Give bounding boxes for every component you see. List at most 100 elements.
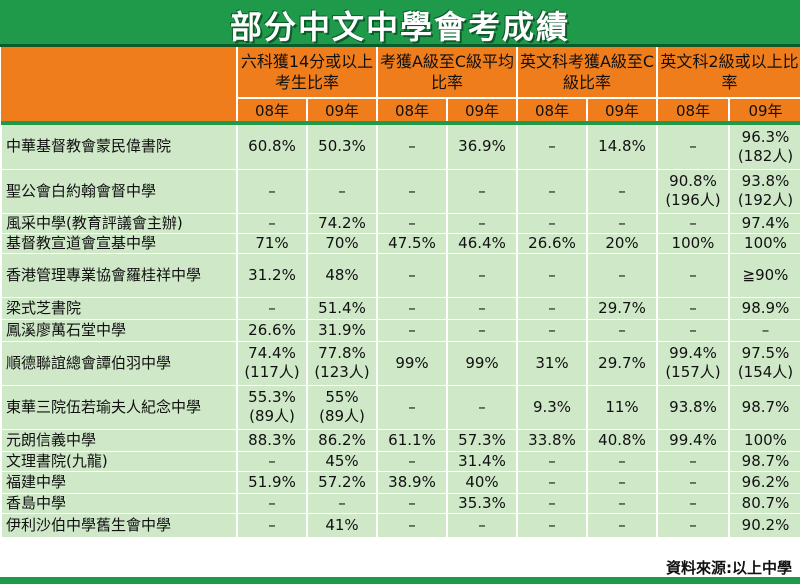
table-cell: – (516, 213, 587, 234)
table-cell: 99.4% (656, 429, 729, 452)
table-cell: – (446, 385, 517, 430)
table-cell: – (516, 297, 587, 320)
table-cell: – (728, 319, 800, 342)
table-cell: 90.8% (196人) (656, 169, 729, 214)
table-cell: – (656, 513, 729, 538)
header-divider (1, 121, 800, 125)
table-cell: 57.3% (446, 429, 517, 452)
table-cell: – (236, 169, 307, 214)
table-cell: – (236, 451, 307, 472)
table-cell: 80.7% (728, 493, 800, 514)
table-cell: 36.9% (446, 125, 517, 170)
table-cell: 100% (728, 233, 800, 254)
table-cell: 20% (586, 233, 657, 254)
table-cell: – (586, 493, 657, 514)
table-cell: – (236, 297, 307, 320)
results-table: 六科獲14分或以上考生比率 考獲A級至C級平均比率 英文科考獲A級至C級比率 英… (0, 47, 800, 538)
table-cell: – (446, 213, 517, 234)
table-row: 中華基督教會蒙民偉書院 60.8% 50.3% –36.9% –14.8% –96.3% … (0, 125, 800, 170)
table-cell: – (586, 513, 657, 538)
footer-bar (0, 577, 800, 584)
table-cell: – (376, 513, 447, 538)
table-cell: – (586, 319, 657, 342)
table-cell: – (376, 213, 447, 234)
table-cell: 31.4% (446, 451, 517, 472)
header-col2: 考獲A級至C級平均比率 (376, 47, 517, 98)
table-row: 鳳溪廖萬石堂中學 26.6% 31.9% – – – – – – (0, 319, 800, 342)
table-cell: 77.8% (123人) (306, 341, 377, 386)
table-cell: – (376, 385, 447, 430)
school-name: 東華三院伍若瑜夫人紀念中學 (0, 385, 237, 430)
table-cell: – (586, 451, 657, 472)
table-cell: 46.4% (446, 233, 517, 254)
table-cell: 26.6% (516, 233, 587, 254)
table-cell: – (446, 319, 517, 342)
header-col3: 英文科考獲A級至C級比率 (516, 47, 657, 98)
table-cell: 45% (306, 451, 377, 472)
table-cell: 31.2% (236, 253, 307, 298)
table-cell: – (376, 125, 447, 170)
table-cell: 55.3% (89人) (236, 385, 307, 430)
table-row: 福建中學 51.9% 57.2% 38.9% 40% – – –96.2% (0, 471, 800, 494)
table-cell: 29.7% (586, 297, 657, 320)
table-cell: 93.8% (192人) (728, 169, 800, 214)
header-col1: 六科獲14分或以上考生比率 (236, 47, 377, 98)
results-table-wrapper: 六科獲14分或以上考生比率 考獲A級至C級平均比率 英文科考獲A級至C級比率 英… (0, 47, 800, 557)
table-cell: 26.6% (236, 319, 307, 342)
table-cell: 86.2% (306, 429, 377, 452)
table-cell: – (656, 493, 729, 514)
table-cell: 31% (516, 341, 587, 386)
table-cell: 99% (446, 341, 517, 386)
table-cell: – (376, 493, 447, 514)
year-label: 08年 (516, 97, 587, 121)
table-row: 梁式芝書院 –51.4% – – –29.7% –98.9% (0, 297, 800, 320)
table-row: 順德聯誼總會譚伯羽中學 74.4% (117人) 77.8% (123人) 99% 99… (0, 341, 800, 386)
year-label: 09年 (446, 97, 517, 121)
table-cell: 96.2% (728, 471, 800, 494)
table-cell: – (586, 253, 657, 298)
table-body: 中華基督教會蒙民偉書院 60.8% 50.3% –36.9% –14.8% –96.3% … (0, 125, 800, 538)
school-name: 順德聯誼總會譚伯羽中學 (0, 341, 237, 386)
table-cell: 97.5% (154人) (728, 341, 800, 386)
table-cell: 11% (586, 385, 657, 430)
year-label: 09年 (728, 97, 800, 121)
table-cell: 98.7% (728, 385, 800, 430)
table-cell: – (586, 471, 657, 494)
table-cell: 47.5% (376, 233, 447, 254)
school-name: 風采中學(教育評議會主辦) (0, 213, 237, 234)
table-cell: 71% (236, 233, 307, 254)
table-cell: 57.2% (306, 471, 377, 494)
school-name: 元朗信義中學 (0, 429, 237, 452)
table-cell: – (446, 253, 517, 298)
school-name: 梁式芝書院 (0, 297, 237, 320)
table-cell: – (656, 297, 729, 320)
year-label: 09年 (306, 97, 377, 121)
page-title: 部分中文中學會考成績 (229, 8, 570, 46)
title-underline (0, 44, 800, 47)
table-cell: 100% (656, 233, 729, 254)
table-cell: 93.8% (656, 385, 729, 430)
table-cell: – (656, 125, 729, 170)
table-cell: – (586, 213, 657, 234)
table-cell: – (306, 169, 377, 214)
table-cell: 29.7% (586, 341, 657, 386)
table-row: 伊利沙伯中學舊生會中學 –41% – – – – –90.2% (0, 513, 800, 538)
table-cell: 31.9% (306, 319, 377, 342)
year-label: 09年 (586, 97, 657, 121)
header-row: 六科獲14分或以上考生比率 考獲A級至C級平均比率 英文科考獲A級至C級比率 英… (1, 47, 800, 121)
table-row: 香島中學 – – –35.3% – – –80.7% (0, 493, 800, 514)
table-cell: – (516, 471, 587, 494)
table-cell: 51.9% (236, 471, 307, 494)
table-row: 聖公會白約翰會督中學 – – – – – –90.8% (196人) 93.8% (192人) (0, 169, 800, 214)
table-cell: 74.4% (117人) (236, 341, 307, 386)
table-cell: 74.2% (306, 213, 377, 234)
year-row: 08年 09年 08年 09年 08年 09年 08年 09年 (1, 97, 800, 121)
table-cell: 40.8% (586, 429, 657, 452)
table-cell: – (656, 451, 729, 472)
table-cell: – (516, 125, 587, 170)
school-name: 文理書院(九龍) (0, 451, 237, 472)
table-cell: 41% (306, 513, 377, 538)
table-cell: – (516, 253, 587, 298)
table-cell: – (446, 169, 517, 214)
